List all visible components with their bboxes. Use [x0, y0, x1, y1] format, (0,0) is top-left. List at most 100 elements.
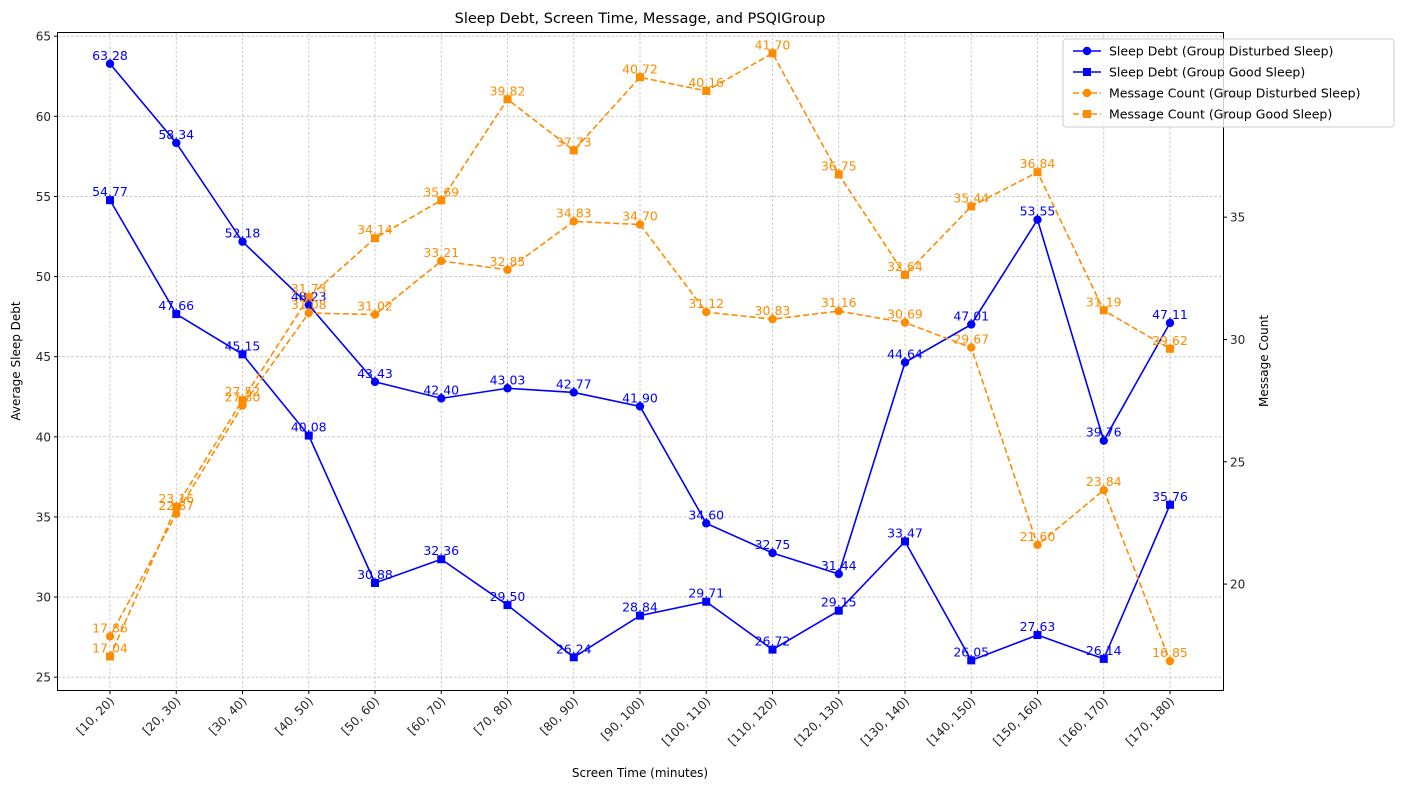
x-axis-title: Screen Time (minutes): [572, 766, 708, 780]
right-tick-label: 25: [1230, 455, 1245, 469]
legend-marker-circle: [1082, 46, 1092, 56]
left-tick-label: 30: [36, 591, 51, 605]
data-point-circle: [635, 220, 645, 229]
data-point-circle: [1165, 656, 1175, 666]
data-label: 22.87: [158, 498, 194, 513]
legend-label: Sleep Debt (Group Good Sleep): [1109, 65, 1305, 80]
data-label: 30.83: [755, 303, 791, 318]
data-label: 23.16: [158, 491, 194, 506]
data-label: 21.60: [1020, 529, 1056, 544]
data-point-circle: [768, 314, 777, 324]
data-label: 31.44: [821, 558, 857, 573]
data-point-square: [503, 95, 512, 104]
legend-label: Sleep Debt (Group Disturbed Sleep): [1109, 44, 1333, 59]
data-label: 35.44: [953, 190, 989, 205]
data-label: 40.16: [688, 75, 724, 90]
data-label: 31.02: [357, 299, 393, 314]
data-point-square: [834, 606, 843, 615]
data-point-square: [172, 502, 181, 511]
data-point-square: [569, 653, 578, 662]
legend-marker-square: [1083, 68, 1091, 76]
data-point-circle: [1099, 485, 1108, 495]
data-label: 39.82: [490, 83, 526, 98]
data-point-circle: [105, 632, 115, 641]
data-label: 17.04: [92, 640, 128, 655]
data-point-square: [106, 652, 114, 661]
data-point-circle: [503, 384, 512, 393]
data-point-square: [106, 196, 114, 205]
data-label: 53.55: [1020, 204, 1056, 219]
data-point-square: [967, 656, 976, 665]
left-axis: 25 30 35 40 45 50 55 60 65: [36, 30, 58, 685]
data-label: 48.23: [291, 289, 327, 304]
data-point-square: [1099, 306, 1108, 315]
data-label: 32.36: [423, 543, 459, 558]
data-point-circle: [834, 569, 843, 579]
data-point-square: [172, 310, 181, 319]
data-label: 27.30: [225, 390, 261, 405]
data-point-circle: [967, 320, 976, 329]
data-point-circle: [635, 402, 645, 411]
data-label: 26.24: [556, 641, 592, 656]
data-label: 33.47: [887, 525, 923, 540]
data-label: 32.64: [887, 259, 923, 274]
data-point-circle: [304, 300, 313, 310]
data-label: 43.43: [357, 366, 393, 381]
data-point-square: [238, 350, 247, 359]
data-label: 35.69: [423, 184, 459, 199]
legend: Sleep Debt (Group Disturbed Sleep) Sleep …: [1062, 38, 1395, 128]
data-label: 36.75: [821, 158, 857, 173]
data-label: 29.71: [688, 586, 724, 601]
series-line: [109, 52, 1171, 657]
data-label: 40.72: [622, 61, 658, 76]
data-point-square: [1099, 654, 1108, 663]
data-label: 47.11: [1152, 307, 1188, 322]
data-label: 23.84: [1086, 474, 1122, 489]
data-label: 52.18: [225, 226, 261, 241]
data-point-circle: [768, 548, 777, 558]
data-point-circle: [1033, 540, 1042, 550]
data-label: 32.85: [490, 254, 526, 269]
data-point-circle: [105, 59, 115, 68]
left-tick-label: 40: [36, 430, 51, 444]
data-point-square: [834, 170, 843, 179]
data-label: 58.34: [158, 127, 194, 142]
data-label: 42.40: [423, 382, 459, 397]
series-layer: [105, 49, 1175, 666]
data-point-circle: [370, 377, 380, 387]
data-point-square: [304, 293, 313, 302]
data-label: 43.03: [490, 372, 526, 387]
left-tick-label: 50: [36, 270, 51, 284]
legend-item: Sleep Debt (Group Good Sleep): [1073, 65, 1305, 80]
data-point-circle: [702, 307, 711, 317]
data-label: 45.15: [225, 338, 261, 353]
left-tick-label: 55: [36, 190, 51, 204]
data-point-circle: [900, 318, 910, 327]
series-1: [105, 59, 1175, 579]
data-point-square: [1033, 168, 1042, 177]
data-point-square: [967, 202, 976, 211]
data-point-circle: [569, 217, 578, 226]
chart-title: Sleep Debt, Screen Time, Message, and PS…: [455, 11, 826, 27]
data-point-circle: [967, 343, 976, 352]
legend-marker-circle: [1082, 88, 1092, 98]
data-point-circle: [702, 519, 711, 528]
data-point-square: [1166, 344, 1174, 353]
data-label: 41.70: [755, 37, 791, 52]
data-label: 36.84: [1020, 156, 1056, 171]
data-point-circle: [304, 308, 313, 318]
legend-label: Message Count (Group Good Sleep): [1109, 107, 1332, 122]
data-point-circle: [437, 394, 446, 403]
data-point-circle: [238, 237, 247, 246]
data-label: 30.88: [357, 567, 393, 582]
data-label: 26.72: [755, 634, 791, 649]
legend-item: Message Count (Group Disturbed Sleep): [1073, 86, 1360, 101]
data-label: 34.14: [357, 222, 393, 237]
left-tick-label: 60: [36, 110, 51, 124]
series-2: [106, 196, 1174, 665]
data-point-circle: [370, 310, 380, 319]
data-label: 63.28: [92, 48, 128, 63]
data-point-circle: [172, 138, 181, 148]
data-point-circle: [1165, 318, 1175, 328]
data-label: 29.62: [1152, 333, 1188, 348]
